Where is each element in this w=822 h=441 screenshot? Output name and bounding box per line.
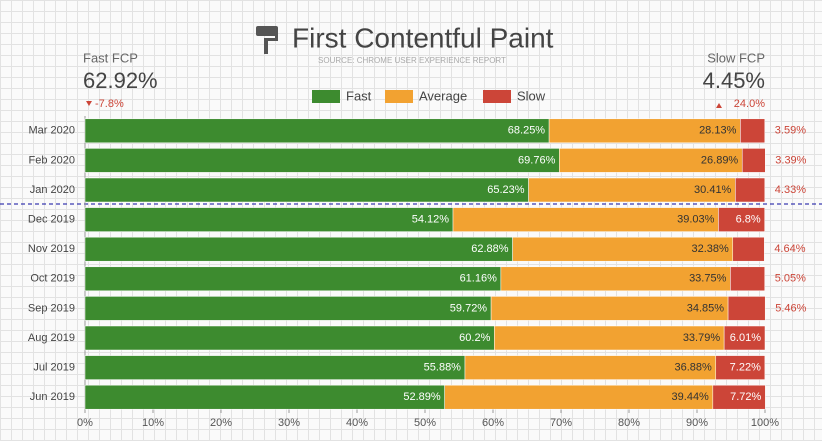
data-label: 5.46% — [775, 302, 806, 314]
summary-change: -7.8% — [95, 98, 124, 110]
data-label: 61.16% — [460, 273, 498, 285]
data-label: 62.88% — [471, 243, 509, 255]
bar-segment — [528, 177, 736, 203]
bar-segment — [715, 355, 766, 380]
summary-label: Slow FCP — [707, 50, 765, 65]
bar-segment — [494, 325, 725, 351]
y-tick-label: Aug 2019 — [28, 332, 75, 344]
data-label: 36.88% — [674, 362, 712, 374]
data-label: 34.85% — [687, 302, 725, 314]
bar-segment — [84, 118, 550, 144]
x-tick-label: 10% — [142, 417, 164, 429]
data-label: 33.75% — [689, 273, 727, 285]
data-label: 5.05% — [775, 273, 806, 285]
data-label: 33.79% — [683, 332, 721, 344]
legend-swatch — [312, 90, 340, 103]
data-label: 59.72% — [450, 302, 488, 314]
data-label: 3.39% — [775, 154, 806, 166]
data-label: 26.89% — [701, 154, 739, 166]
title-icon — [256, 26, 278, 54]
data-label: 7.22% — [730, 362, 761, 374]
data-label: 52.89% — [403, 391, 441, 403]
data-label: 6.8% — [736, 214, 761, 226]
bar-segment — [712, 384, 766, 410]
data-label: 28.13% — [699, 125, 737, 137]
bar-segment — [500, 266, 731, 292]
y-tick-label: Dec 2019 — [28, 214, 75, 226]
bar-segment — [84, 177, 529, 203]
data-label: 60.2% — [459, 332, 490, 344]
summary-change: 24.0% — [734, 98, 765, 110]
x-tick-label: 70% — [550, 417, 572, 429]
bar-segment — [444, 384, 714, 410]
summary-value: 62.92% — [83, 68, 158, 93]
bar-segment — [718, 207, 765, 232]
data-label: 3.59% — [775, 125, 806, 137]
change-arrow — [716, 103, 722, 108]
bar-segment — [84, 266, 502, 292]
data-label: 55.88% — [424, 362, 462, 374]
chart-subtitle: SOURCE: CHROME USER EXPERIENCE REPORT — [318, 56, 506, 65]
x-tick-label: 20% — [210, 417, 232, 429]
y-tick-label: Jun 2019 — [30, 391, 75, 403]
bar-segment — [559, 148, 743, 173]
bar-segment — [84, 355, 466, 380]
x-tick-label: 50% — [414, 417, 436, 429]
data-label: 32.38% — [691, 243, 729, 255]
data-label: 39.44% — [672, 391, 710, 403]
y-tick-label: Feb 2020 — [29, 154, 75, 166]
bar-segment — [84, 207, 454, 232]
bar-segment — [84, 236, 513, 262]
chart-title: First Contentful Paint — [292, 22, 554, 53]
data-label: 7.72% — [730, 391, 761, 403]
data-label: 4.33% — [775, 184, 806, 196]
y-tick-label: Oct 2019 — [30, 273, 75, 285]
x-tick-label: 60% — [482, 417, 504, 429]
x-tick-label: 80% — [618, 417, 640, 429]
data-label: 69.76% — [518, 154, 556, 166]
bar-segment — [735, 177, 766, 203]
legend-swatch — [483, 90, 511, 103]
data-label: 6.01% — [730, 332, 761, 344]
y-tick-label: Sep 2019 — [28, 302, 75, 314]
summary-value: 4.45% — [703, 68, 765, 93]
y-tick-label: Mar 2020 — [29, 125, 75, 137]
legend-label: Average — [419, 88, 467, 103]
x-tick-label: 40% — [346, 417, 368, 429]
bar-segment — [452, 207, 719, 232]
x-tick-label: 100% — [751, 417, 779, 429]
y-tick-label: Jul 2019 — [33, 362, 75, 374]
bar-segment — [740, 118, 766, 144]
legend-label: Slow — [517, 88, 546, 103]
bar-segment — [84, 384, 445, 410]
bar-segment — [84, 296, 492, 321]
y-tick-label: Nov 2019 — [28, 243, 75, 255]
bar-segment — [512, 236, 734, 262]
x-tick-label: 0% — [77, 417, 93, 429]
data-label: 39.03% — [677, 214, 715, 226]
bar-segment — [464, 355, 717, 380]
data-label: 68.25% — [508, 125, 546, 137]
bar-segment — [730, 266, 765, 292]
legend-swatch — [385, 90, 413, 103]
data-label: 65.23% — [487, 184, 525, 196]
bar-segment — [84, 148, 560, 173]
bar-segment — [548, 118, 741, 144]
data-label: 4.64% — [774, 243, 805, 255]
summary-label: Fast FCP — [83, 50, 138, 65]
x-tick-label: 30% — [278, 417, 300, 429]
bar-segment — [84, 325, 495, 351]
bar-segment — [732, 236, 765, 262]
bar-segment — [741, 148, 766, 173]
change-arrow — [86, 101, 92, 106]
data-label: 54.12% — [412, 214, 450, 226]
data-label: 30.41% — [694, 184, 732, 196]
x-tick-label: 90% — [686, 417, 708, 429]
bar-segment — [727, 296, 766, 321]
y-tick-label: Jan 2020 — [30, 184, 75, 196]
legend-label: Fast — [346, 88, 372, 103]
bar-segment — [723, 325, 766, 351]
